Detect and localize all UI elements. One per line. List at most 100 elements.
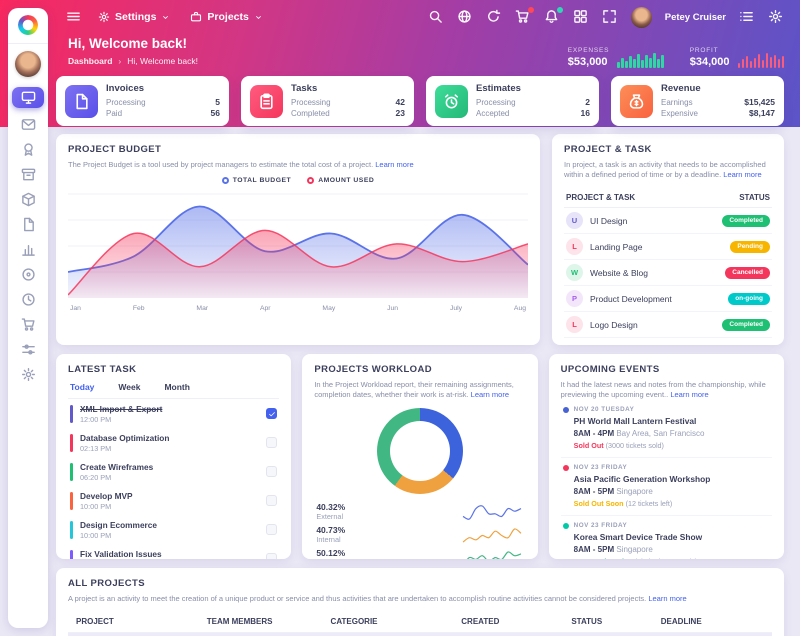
bell-icon[interactable] <box>544 7 563 25</box>
legend-amount-used[interactable]: AMOUNT USED <box>307 177 374 184</box>
upcoming-events-title: UPCOMING EVENTS <box>560 364 660 375</box>
event-time: 8AM - 5PM Singapore <box>573 487 653 496</box>
task-color-bar <box>70 433 73 452</box>
learn-more-link[interactable]: Learn more <box>648 594 687 603</box>
breadcrumb-current: Hi, Welcome back! <box>127 56 198 66</box>
sidebar-item-chart[interactable] <box>15 240 41 258</box>
list-item[interactable]: XML Import & Export 12:00 PM <box>68 399 279 428</box>
page-title: Hi, Welcome back! <box>68 36 188 51</box>
sidebar-item-award[interactable] <box>15 140 41 158</box>
list-icon[interactable] <box>739 9 755 25</box>
task-title: Create Wireframes <box>80 461 154 472</box>
workload-pct: 40.73% <box>316 525 346 535</box>
learn-more-link[interactable]: Learn more <box>375 160 414 169</box>
list-item[interactable]: Database Optimization 02:13 PM <box>68 428 279 457</box>
grid-icon[interactable] <box>573 9 589 25</box>
list-item[interactable]: NOV 20 TUESDAY PH World Mall Lantern Fest… <box>560 400 772 458</box>
stat-cards-row: Invoices Processing 5 Paid 56 Tasks Processing… <box>56 76 792 126</box>
list-item[interactable]: Develop MVP 10:00 PM <box>68 486 279 515</box>
list-item[interactable]: Fix Validation Issues12:00 AM <box>68 544 279 559</box>
workload-pct: 40.32% <box>316 502 346 512</box>
tab-today[interactable]: Today <box>70 382 95 392</box>
learn-more-link[interactable]: Learn more <box>670 390 709 399</box>
list-item[interactable]: Create Wireframes 06:20 PM <box>68 457 279 486</box>
sidebar-item-monitor[interactable] <box>12 87 44 108</box>
sidebar-item-cart[interactable] <box>15 315 41 333</box>
menu-settings[interactable]: Settings <box>98 11 170 23</box>
sidebar-item-gear[interactable] <box>15 365 41 383</box>
tab-month[interactable]: Month <box>164 382 190 392</box>
menu-label: Settings <box>115 11 157 23</box>
list-item[interactable]: NOV 23 FRIDAY Korea Smart Device Trade Sh… <box>561 516 772 559</box>
user-avatar[interactable] <box>630 6 652 28</box>
task-checkbox[interactable] <box>266 408 278 419</box>
task-checkbox[interactable] <box>266 524 278 535</box>
sidebar-item-sliders[interactable] <box>15 340 41 358</box>
event-note: Free Registration (Limited seats only) <box>574 557 770 559</box>
stat-card-revenue[interactable]: Revenue Earnings $15,425 Expensive $8,147 <box>611 76 784 126</box>
stat-card-estimates[interactable]: Estimates Processing 2 Accepted 16 <box>426 76 599 126</box>
stat-card-tasks[interactable]: Tasks Processing 42 Completed 23 <box>241 76 414 126</box>
sidebar-user-avatar[interactable] <box>15 51 41 77</box>
table-row[interactable]: U UI Design Completed <box>564 208 772 234</box>
learn-more-link[interactable]: Learn more <box>723 170 762 179</box>
task-checkbox[interactable] <box>266 553 278 559</box>
globe-icon[interactable] <box>457 9 473 25</box>
sidebar-item-clock[interactable] <box>15 290 41 308</box>
sidebar-item-file[interactable] <box>15 215 41 233</box>
task-checkbox[interactable] <box>266 437 278 448</box>
app-logo[interactable] <box>18 15 38 35</box>
notification-badge <box>556 7 563 13</box>
topbar-menus: Settings Projects <box>98 11 263 23</box>
topbar-actions: Petey Cruiser <box>428 6 790 28</box>
archive-icon <box>21 167 36 182</box>
expand-icon[interactable] <box>602 9 618 25</box>
table-row[interactable]: L Logo Design Completed <box>564 312 772 338</box>
topbar: Settings Projects Petey Cruiser <box>56 0 792 30</box>
breadcrumb-separator: › <box>118 56 122 66</box>
sidebar <box>8 8 48 628</box>
task-color-bar <box>70 491 73 510</box>
sidebar-item-archive[interactable] <box>15 165 41 183</box>
file-icon <box>65 84 98 118</box>
list-item[interactable]: Design Ecommerce 10:00 PM <box>68 515 279 544</box>
workload-label: Internal <box>316 535 341 544</box>
sidebar-item-disc[interactable] <box>15 265 41 283</box>
x-tick: July <box>449 305 463 312</box>
hamburger-menu-icon[interactable] <box>66 9 82 25</box>
table-row[interactable]: W Website & Blog Cancelled <box>564 260 772 286</box>
disc-icon <box>21 267 36 282</box>
clipboard-icon <box>250 84 283 118</box>
task-checkbox[interactable] <box>266 466 278 477</box>
table-row[interactable]: L Landing Page Pending <box>564 234 772 260</box>
cart-icon <box>21 317 36 332</box>
project-budget-chart <box>68 186 528 304</box>
search-icon[interactable] <box>428 9 444 25</box>
all-projects-card: ALL PROJECTS A project is an activity to… <box>56 568 784 636</box>
stat-card-invoices[interactable]: Invoices Processing 5 Paid 56 <box>56 76 229 126</box>
tab-week[interactable]: Week <box>118 382 141 392</box>
sidebar-item-mail[interactable] <box>15 115 41 133</box>
breadcrumb-dashboard[interactable]: Dashboard <box>68 56 113 66</box>
legend-total-budget[interactable]: TOTAL BUDGET <box>221 177 292 184</box>
profit-stat: PROFIT $34,000 <box>690 46 784 68</box>
expenses-label: EXPENSES <box>567 47 610 54</box>
menu-projects[interactable]: Projects <box>190 11 262 23</box>
chart-icon <box>21 242 36 257</box>
table-row[interactable]: P Product Development on-going <box>564 286 772 312</box>
refresh-icon[interactable] <box>486 9 502 25</box>
column-header: STATUS <box>739 193 770 202</box>
task-checkbox[interactable] <box>266 495 278 506</box>
learn-more-link[interactable]: Learn more <box>470 390 510 399</box>
event-title: Asia Pacific Generation Workshop <box>573 474 711 484</box>
cart-icon[interactable] <box>515 7 534 25</box>
table-row[interactable]: Angular ProjectWeb Design01 Jan 2020Ongo… <box>68 633 772 636</box>
gear-icon[interactable] <box>768 9 784 25</box>
sidebar-item-box[interactable] <box>15 190 41 208</box>
budget-legend: TOTAL BUDGET AMOUNT USED <box>68 177 528 184</box>
moneybag-icon <box>620 84 653 118</box>
event-dot <box>562 522 569 529</box>
list-item[interactable]: NOV 23 FRIDAY Asia Pacific Generation Wor… <box>560 458 772 516</box>
project-initial-avatar: W <box>566 264 583 281</box>
stat-card-title: Invoices <box>106 83 145 94</box>
